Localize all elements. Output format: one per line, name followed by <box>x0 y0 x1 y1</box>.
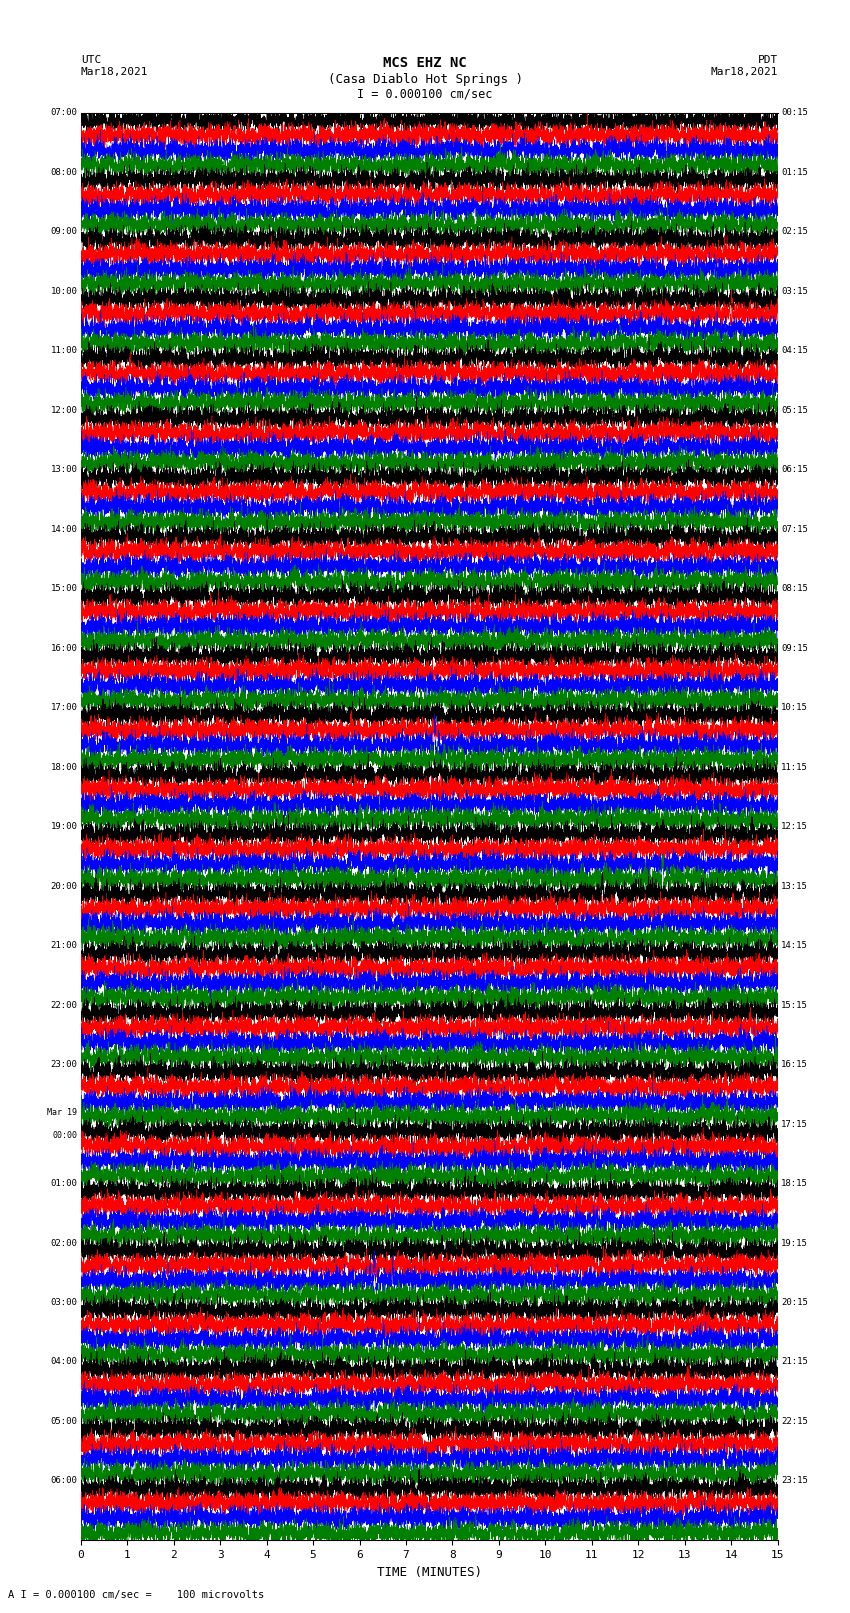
Text: Mar 19: Mar 19 <box>48 1108 77 1116</box>
Text: 12:00: 12:00 <box>50 406 77 415</box>
Text: (Casa Diablo Hot Springs ): (Casa Diablo Hot Springs ) <box>327 73 523 85</box>
Text: 04:15: 04:15 <box>781 347 808 355</box>
Text: 22:15: 22:15 <box>781 1416 808 1426</box>
Text: 12:15: 12:15 <box>781 823 808 831</box>
Text: MCS EHZ NC: MCS EHZ NC <box>383 56 467 71</box>
Text: 07:15: 07:15 <box>781 524 808 534</box>
Text: Mar18,2021: Mar18,2021 <box>81 68 148 77</box>
Text: 23:00: 23:00 <box>50 1060 77 1069</box>
Text: 17:00: 17:00 <box>50 703 77 713</box>
Text: 16:00: 16:00 <box>50 644 77 653</box>
Text: 08:00: 08:00 <box>50 168 77 177</box>
Text: 03:00: 03:00 <box>50 1298 77 1307</box>
Text: A I = 0.000100 cm/sec =    100 microvolts: A I = 0.000100 cm/sec = 100 microvolts <box>8 1590 264 1600</box>
Text: 15:15: 15:15 <box>781 1000 808 1010</box>
Text: 16:15: 16:15 <box>781 1060 808 1069</box>
Text: UTC: UTC <box>81 55 101 65</box>
Text: 17:15: 17:15 <box>781 1119 808 1129</box>
Text: 02:15: 02:15 <box>781 227 808 237</box>
Text: 23:15: 23:15 <box>781 1476 808 1486</box>
Text: 06:15: 06:15 <box>781 465 808 474</box>
Text: 18:15: 18:15 <box>781 1179 808 1189</box>
Text: 14:15: 14:15 <box>781 940 808 950</box>
Text: 19:00: 19:00 <box>50 823 77 831</box>
Text: 15:00: 15:00 <box>50 584 77 594</box>
Text: 07:00: 07:00 <box>50 108 77 118</box>
Text: 13:00: 13:00 <box>50 465 77 474</box>
Text: 11:00: 11:00 <box>50 347 77 355</box>
Text: 13:15: 13:15 <box>781 882 808 890</box>
Text: 01:15: 01:15 <box>781 168 808 177</box>
Text: 05:00: 05:00 <box>50 1416 77 1426</box>
Text: 00:00: 00:00 <box>52 1131 77 1140</box>
Text: 20:00: 20:00 <box>50 882 77 890</box>
Text: 08:15: 08:15 <box>781 584 808 594</box>
Text: 09:15: 09:15 <box>781 644 808 653</box>
Text: Mar18,2021: Mar18,2021 <box>711 68 778 77</box>
Text: 04:00: 04:00 <box>50 1358 77 1366</box>
Text: 21:00: 21:00 <box>50 940 77 950</box>
Text: 18:00: 18:00 <box>50 763 77 771</box>
Text: 05:15: 05:15 <box>781 406 808 415</box>
Text: 11:15: 11:15 <box>781 763 808 771</box>
Text: 20:15: 20:15 <box>781 1298 808 1307</box>
Text: 19:15: 19:15 <box>781 1239 808 1247</box>
X-axis label: TIME (MINUTES): TIME (MINUTES) <box>377 1566 482 1579</box>
Text: 21:15: 21:15 <box>781 1358 808 1366</box>
Text: 10:15: 10:15 <box>781 703 808 713</box>
Text: PDT: PDT <box>757 55 778 65</box>
Text: 01:00: 01:00 <box>50 1179 77 1189</box>
Text: 10:00: 10:00 <box>50 287 77 295</box>
Text: I = 0.000100 cm/sec: I = 0.000100 cm/sec <box>357 87 493 100</box>
Text: 06:00: 06:00 <box>50 1476 77 1486</box>
Text: 02:00: 02:00 <box>50 1239 77 1247</box>
Text: 09:00: 09:00 <box>50 227 77 237</box>
Text: 22:00: 22:00 <box>50 1000 77 1010</box>
Text: 03:15: 03:15 <box>781 287 808 295</box>
Text: 14:00: 14:00 <box>50 524 77 534</box>
Text: 00:15: 00:15 <box>781 108 808 118</box>
